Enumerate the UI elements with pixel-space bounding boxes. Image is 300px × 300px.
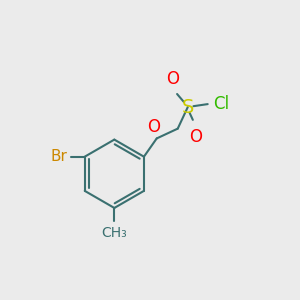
Text: O: O — [189, 128, 202, 146]
Text: O: O — [166, 70, 179, 88]
Text: CH₃: CH₃ — [101, 226, 127, 240]
Text: S: S — [182, 98, 194, 117]
Text: Cl: Cl — [213, 95, 229, 113]
Text: O: O — [147, 118, 160, 136]
Text: Br: Br — [50, 149, 67, 164]
